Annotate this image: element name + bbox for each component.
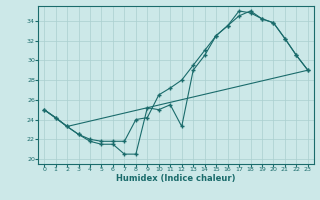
- X-axis label: Humidex (Indice chaleur): Humidex (Indice chaleur): [116, 174, 236, 183]
